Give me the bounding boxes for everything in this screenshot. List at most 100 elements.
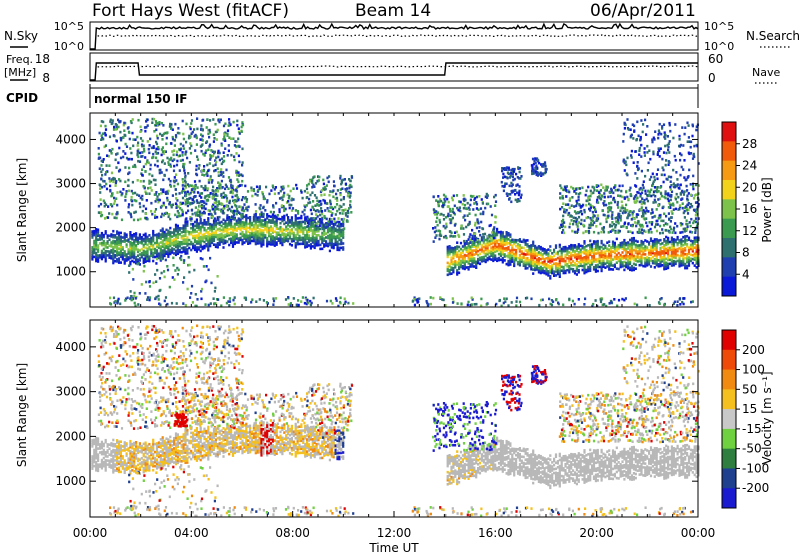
- power-cell: [611, 258, 615, 261]
- power-cell: [212, 221, 216, 225]
- power-cell: [665, 251, 668, 255]
- power-cell: [207, 129, 210, 132]
- power-cell: [237, 185, 240, 188]
- power-cell: [503, 255, 506, 258]
- power-cell: [161, 212, 164, 216]
- power-cell: [179, 207, 182, 210]
- power-cell: [526, 243, 529, 246]
- power-cell: [330, 222, 333, 225]
- power-cell: [503, 235, 506, 238]
- power-cell: [678, 262, 681, 266]
- power-cell: [454, 250, 457, 253]
- power-cell: [256, 242, 259, 245]
- power-cell: [297, 212, 300, 215]
- power-cell: [459, 251, 463, 255]
- power-cell: [93, 251, 96, 255]
- power-cell: [323, 239, 326, 242]
- power-cell: [588, 207, 591, 211]
- power-cell: [254, 230, 257, 234]
- power-cell: [619, 245, 622, 249]
- power-cell: [262, 225, 265, 228]
- power-cell: [193, 230, 197, 234]
- power-cell: [342, 209, 345, 212]
- power-cell: [290, 238, 293, 241]
- cpid-label: CPID: [6, 91, 38, 105]
- power-cell: [262, 206, 265, 210]
- power-cell: [243, 225, 246, 228]
- power-cell: [627, 212, 630, 216]
- power-cell: [181, 196, 185, 200]
- power-cell: [112, 249, 115, 253]
- power-cell: [589, 245, 592, 249]
- power-cell: [665, 257, 668, 261]
- power-cell: [152, 247, 155, 251]
- power-cell: [176, 230, 179, 234]
- power-cell: [146, 259, 149, 262]
- power-cell: [454, 262, 457, 265]
- power-cell: [636, 252, 639, 255]
- power-cell: [663, 249, 666, 253]
- power-cell: [682, 247, 685, 251]
- power-cell: [682, 259, 685, 263]
- power-cell: [217, 149, 220, 153]
- power-cell: [551, 256, 554, 259]
- power-cell: [164, 212, 167, 215]
- power-cell: [515, 238, 518, 242]
- power-cell: [461, 257, 464, 260]
- power-cell: [216, 243, 219, 247]
- power-cell: [124, 152, 127, 155]
- power-cell: [266, 236, 269, 240]
- power-cell: [271, 239, 274, 242]
- power-cell: [157, 244, 160, 247]
- power-cell: [198, 205, 201, 208]
- power-cell: [119, 239, 122, 243]
- power-cell: [474, 232, 477, 235]
- power-cell: [144, 260, 147, 263]
- power-cell: [239, 205, 242, 209]
- power-cell: [518, 261, 521, 265]
- power-cell: [330, 236, 333, 239]
- power-cell: [283, 234, 286, 238]
- power-cell: [266, 227, 269, 230]
- power-cell: [604, 246, 607, 250]
- power-cell: [199, 249, 202, 253]
- power-cell: [148, 144, 151, 147]
- power-cell: [693, 252, 696, 255]
- power-cell: [672, 242, 675, 245]
- power-cell: [137, 159, 140, 163]
- power-cell: [294, 242, 297, 245]
- power-cell: [169, 250, 172, 254]
- power-cell: [135, 244, 138, 247]
- power-cell: [494, 256, 497, 259]
- power-cell: [226, 224, 229, 227]
- power-cell: [329, 227, 332, 230]
- power-cell: [655, 188, 659, 192]
- power-cell: [313, 246, 316, 250]
- power-cell: [199, 241, 202, 245]
- power-cell: [290, 230, 293, 233]
- power-cell: [539, 171, 542, 175]
- noise-search-label: N.Search: [746, 29, 800, 43]
- power-cell: [182, 201, 185, 205]
- power-cell: [187, 209, 190, 213]
- power-cell: [203, 222, 206, 226]
- power-cell: [549, 257, 552, 260]
- power-cell: [625, 203, 628, 207]
- power-cell: [336, 230, 339, 234]
- power-cell: [629, 244, 632, 248]
- power-cell: [103, 180, 106, 183]
- power-cell: [262, 239, 265, 242]
- power-cell: [300, 242, 303, 246]
- power-cell: [142, 179, 145, 183]
- power-cell: [532, 162, 535, 166]
- power-cell: [472, 208, 475, 211]
- power-cell: [336, 248, 339, 252]
- power-cell: [125, 253, 128, 256]
- power-cell: [486, 258, 489, 262]
- power-cell: [319, 219, 322, 223]
- power-cell: [649, 251, 653, 254]
- power-cell: [660, 192, 663, 195]
- power-cell: [540, 163, 543, 166]
- power-cell: [233, 158, 236, 162]
- power-cell: [296, 241, 299, 244]
